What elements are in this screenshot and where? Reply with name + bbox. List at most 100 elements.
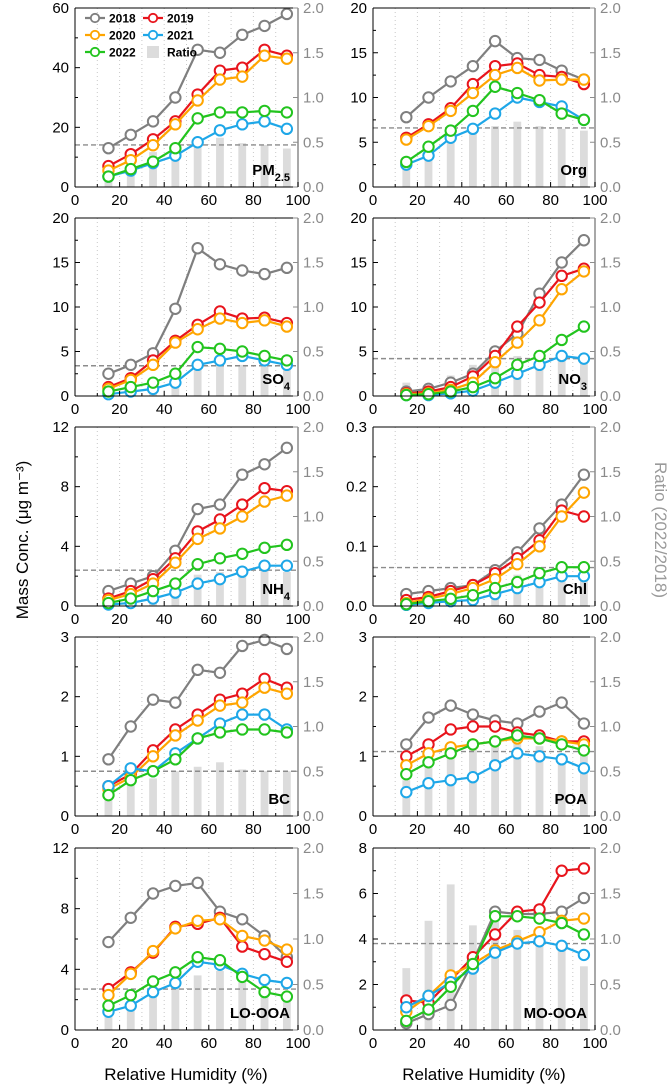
- ratio-bar: [104, 789, 113, 816]
- y2-tick-label: 0.0: [303, 598, 324, 615]
- ratio-bar: [513, 121, 522, 187]
- x-tick-label: 80: [542, 821, 559, 838]
- data-point-2021: [533, 750, 546, 763]
- data-point-2021: [444, 774, 457, 787]
- data-point-2018: [258, 633, 271, 647]
- data-point-2019: [444, 723, 457, 736]
- y-tick-label: 4: [61, 538, 69, 555]
- data-point-2020: [213, 73, 227, 86]
- legend-marker-2022: [89, 46, 101, 58]
- legend-label-2020: 2020: [109, 29, 136, 43]
- data-point-2021: [555, 753, 568, 766]
- legend-label-2021: 2021: [167, 29, 194, 43]
- data-point-2020: [236, 696, 249, 709]
- data-point-2022: [400, 388, 413, 402]
- data-point-2022: [213, 726, 227, 739]
- y-tick-label: 20: [52, 119, 69, 136]
- data-point-2020: [191, 532, 204, 546]
- x-tick-label: 60: [200, 192, 217, 209]
- data-point-2022: [422, 595, 435, 608]
- data-point-2019: [577, 510, 591, 523]
- data-point-2022: [422, 756, 435, 769]
- data-point-2018: [191, 876, 204, 890]
- data-point-2022: [511, 575, 524, 589]
- data-point-2022: [533, 912, 546, 925]
- series-2020: [102, 312, 294, 396]
- ratio-bar: [238, 143, 247, 187]
- data-point-2018: [577, 234, 591, 247]
- y-tick-label: 0: [61, 1022, 69, 1039]
- ratio-bar: [282, 993, 291, 1030]
- data-point-2022: [466, 738, 480, 751]
- data-point-2022: [577, 928, 591, 941]
- x-tick-label: 0: [369, 1035, 377, 1052]
- x-tick-label: 20: [409, 192, 426, 209]
- data-point-2019: [466, 720, 480, 733]
- y2-tick-label: 1.5: [303, 45, 324, 62]
- data-point-2021: [258, 708, 271, 721]
- data-point-2018: [488, 34, 502, 48]
- data-point-2018: [236, 468, 249, 481]
- data-point-2018: [466, 59, 480, 73]
- data-point-2020: [555, 510, 568, 523]
- data-point-2019: [488, 720, 502, 733]
- data-point-2018: [577, 891, 591, 905]
- ratio-bar: [149, 152, 157, 187]
- legend-label-2022: 2022: [109, 46, 136, 60]
- x-tick-label: 40: [156, 821, 173, 838]
- data-point-2018: [213, 46, 227, 59]
- x-tick-label: 40: [156, 1035, 173, 1052]
- data-point-2018: [422, 711, 435, 724]
- series-2022: [102, 951, 294, 1012]
- series-2022: [102, 723, 294, 802]
- ratio-bar: [469, 925, 477, 1030]
- ratio-bar: [580, 579, 588, 606]
- data-point-2020: [191, 94, 204, 107]
- data-point-2022: [444, 747, 457, 760]
- ratio-bar: [446, 142, 455, 187]
- data-point-2022: [102, 170, 115, 183]
- data-point-2020: [191, 323, 204, 336]
- data-point-2020: [280, 52, 294, 65]
- data-point-2022: [213, 954, 227, 967]
- ratio-bar: [260, 771, 269, 816]
- ratio-bar: [193, 574, 202, 606]
- panel-nh4: 0 4 8 12 0.0 0.5 1.0 1.5 2.0 0 20 40 60 80 100 NH4: [52, 419, 324, 628]
- series-2022: [102, 340, 294, 398]
- data-point-2021: [511, 937, 524, 950]
- y-axis-right-title: Ratio (2022/2018): [651, 462, 670, 598]
- data-point-2022: [555, 561, 568, 574]
- data-point-2018: [169, 696, 182, 709]
- data-point-2022: [400, 598, 413, 611]
- legend-label-ratio: Ratio: [167, 46, 197, 60]
- ratio-bar: [238, 364, 247, 396]
- ratio-bar: [446, 884, 455, 1030]
- y-tick-label: 10: [350, 299, 367, 316]
- ratio-bar: [424, 149, 433, 187]
- x-tick-label: 20: [409, 611, 426, 628]
- x-tick-label: 60: [200, 1035, 217, 1052]
- y-tick-label: 2: [61, 689, 69, 706]
- x-tick-label: 20: [409, 1035, 426, 1052]
- ratio-bar: [535, 126, 544, 187]
- y-tick-label: 8: [61, 479, 69, 496]
- x-tick-label: 40: [156, 192, 173, 209]
- y2-tick-label: 2.0: [600, 629, 621, 646]
- x-tick-label: 60: [498, 821, 515, 838]
- data-point-2022: [191, 112, 204, 125]
- data-point-2020: [213, 522, 227, 535]
- ratio-bar: [580, 966, 588, 1030]
- panel-bc: 0 1 2 3 0.0 0.5 1.0 1.5 2.0 0 20 40 60 80 100 BC: [61, 629, 324, 838]
- ratio-bar: [171, 147, 180, 187]
- series-2018: [102, 242, 294, 380]
- ratio-bar: [216, 364, 224, 396]
- y2-tick-label: 0.0: [600, 388, 621, 405]
- ratio-bar: [282, 369, 291, 396]
- data-point-2022: [146, 376, 160, 389]
- y2-tick-label: 1.0: [303, 90, 324, 107]
- data-point-2020: [236, 510, 249, 523]
- x-tick-label: 80: [542, 192, 559, 209]
- data-point-2021: [511, 747, 524, 760]
- data-point-2022: [422, 1003, 435, 1016]
- data-point-2020: [258, 495, 271, 508]
